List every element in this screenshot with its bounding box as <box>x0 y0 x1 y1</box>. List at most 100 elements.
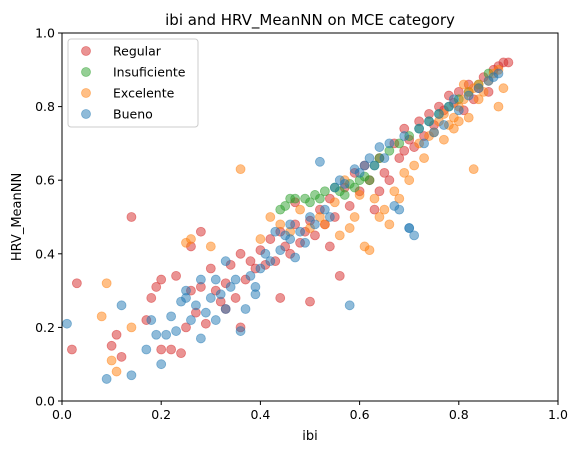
x-tick-label: 0.6 <box>350 407 370 422</box>
data-point <box>200 307 211 318</box>
data-point <box>384 219 395 230</box>
data-point <box>473 94 484 105</box>
data-point <box>245 256 256 267</box>
legend-marker <box>81 46 91 56</box>
data-point <box>344 300 355 311</box>
data-point <box>439 134 449 145</box>
data-point <box>324 212 335 222</box>
data-point <box>126 370 137 381</box>
data-point <box>250 289 261 300</box>
plot-frame <box>61 32 559 402</box>
x-tick-label: 0.0 <box>52 407 72 422</box>
data-point <box>414 123 425 134</box>
data-point <box>453 116 464 127</box>
data-point <box>468 164 479 175</box>
data-point <box>255 263 266 274</box>
data-point <box>220 304 231 314</box>
x-tick-label: 1.0 <box>548 407 568 422</box>
legend-label: Bueno <box>113 107 153 122</box>
data-point <box>265 212 276 222</box>
data-point <box>300 237 310 248</box>
data-point <box>230 293 241 303</box>
data-point <box>275 219 286 230</box>
data-point <box>305 296 315 307</box>
data-point <box>473 83 484 94</box>
data-point <box>260 248 271 259</box>
legend-box <box>67 38 199 128</box>
data-point <box>71 278 82 289</box>
data-point <box>111 366 122 377</box>
data-point <box>116 351 127 362</box>
data-point <box>126 322 137 333</box>
data-point <box>195 274 206 285</box>
data-point <box>186 315 196 325</box>
data-point <box>181 293 191 303</box>
data-point <box>374 186 385 197</box>
data-point <box>295 204 305 215</box>
data-point <box>305 212 315 222</box>
data-point <box>334 230 345 241</box>
data-point <box>409 230 420 241</box>
data-point <box>404 223 415 233</box>
data-point <box>310 230 320 241</box>
data-point <box>334 270 345 281</box>
data-point <box>319 186 330 197</box>
data-point <box>230 274 241 285</box>
data-point <box>354 167 365 178</box>
y-tick-label: 0.6 <box>35 173 55 188</box>
data-point <box>151 282 162 292</box>
data-point <box>265 256 276 267</box>
data-point <box>379 167 390 178</box>
data-point <box>156 359 167 370</box>
data-point <box>101 374 112 384</box>
data-point <box>275 245 286 256</box>
data-point <box>141 344 152 355</box>
data-point <box>285 234 296 244</box>
data-point <box>379 204 390 215</box>
data-point <box>448 123 459 134</box>
data-point <box>200 318 211 329</box>
data-point <box>374 142 385 152</box>
data-point <box>191 300 201 311</box>
y-axis-label: HRV_MeanNN <box>10 173 25 261</box>
data-point <box>235 164 246 175</box>
data-point <box>339 190 350 200</box>
legend-label: Excelente <box>113 86 175 101</box>
data-point <box>181 322 191 333</box>
data-point <box>171 270 181 281</box>
data-point <box>329 182 340 193</box>
data-point <box>166 311 177 322</box>
data-point <box>235 326 246 336</box>
data-point <box>384 175 395 186</box>
data-point <box>448 94 459 105</box>
data-point <box>270 226 281 237</box>
x-tick-label: 0.4 <box>250 407 270 422</box>
data-point <box>255 234 266 244</box>
y-tick-label: 1.0 <box>35 26 55 41</box>
data-point <box>210 274 221 285</box>
data-point <box>503 57 514 68</box>
data-point <box>225 282 236 292</box>
data-point <box>389 186 400 197</box>
data-point <box>315 156 325 167</box>
data-point <box>379 153 390 164</box>
data-point <box>106 340 117 351</box>
data-point <box>369 193 380 204</box>
data-point <box>285 219 296 230</box>
data-point <box>419 153 429 164</box>
data-point <box>166 344 177 355</box>
data-point <box>453 105 464 116</box>
data-point <box>434 109 444 119</box>
data-point <box>310 219 320 230</box>
data-point <box>364 153 375 164</box>
data-point <box>339 178 350 189</box>
data-point <box>424 116 434 127</box>
data-point <box>463 112 474 123</box>
data-point <box>463 90 474 101</box>
data-point <box>399 167 410 178</box>
data-point <box>156 344 167 355</box>
data-point <box>374 212 385 222</box>
data-point <box>176 348 186 359</box>
data-point <box>161 329 172 340</box>
data-point <box>409 160 420 171</box>
